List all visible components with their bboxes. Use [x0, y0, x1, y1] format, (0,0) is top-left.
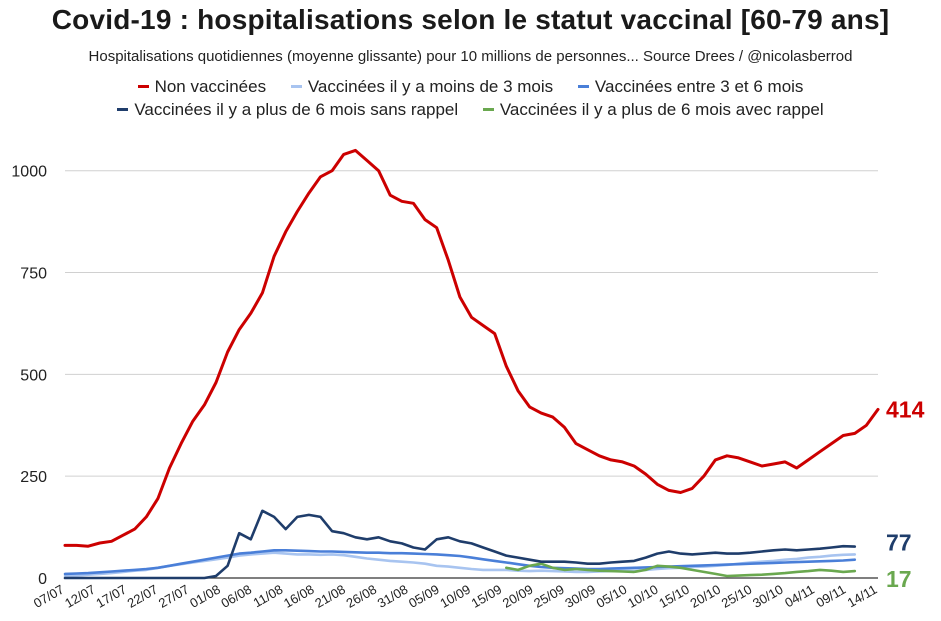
x-tick-label: 09/11: [813, 582, 848, 611]
x-tick-label: 11/08: [251, 582, 286, 611]
series-line-non-vaccin-es: [63, 148, 880, 548]
x-tick-label: 25/10: [719, 582, 755, 611]
y-tick-label: 1000: [11, 164, 47, 181]
x-tick-label: 06/08: [218, 582, 254, 611]
x-tick-label: 25/09: [531, 582, 567, 611]
x-tick-label: 10/09: [437, 582, 473, 611]
x-tick-label: 21/08: [312, 582, 348, 611]
legend-swatch: [290, 85, 302, 89]
legend-label: Vaccinées il y a plus de 6 mois sans rap…: [134, 100, 459, 119]
y-tick-label: 750: [20, 266, 47, 283]
legend-item-plus-6-mois-avec-rappel[interactable]: Vaccinées il y a plus de 6 mois avec rap…: [482, 100, 824, 120]
x-tick-label: 27/07: [156, 582, 192, 611]
x-tick-label: 26/08: [344, 582, 380, 611]
x-tick-label: 31/08: [375, 582, 411, 611]
legend-swatch: [577, 85, 589, 89]
legend-item-vaccinees-3-6-mois[interactable]: Vaccinées entre 3 et 6 mois: [577, 77, 804, 97]
legend-item-non-vaccinees[interactable]: Non vaccinées: [137, 77, 267, 97]
legend-swatch: [482, 108, 494, 112]
x-tick-label: 17/07: [93, 582, 129, 611]
series-line-vaccin-es-entre-3-et-6-mois: [63, 549, 857, 576]
legend-item-vaccinees-moins-3-mois[interactable]: Vaccinées il y a moins de 3 mois: [290, 77, 554, 97]
legend-row-2: Vaccinées il y a plus de 6 mois sans rap…: [0, 100, 941, 120]
end-value-label: 77: [886, 530, 912, 556]
x-tick-label: 12/07: [62, 582, 98, 611]
x-tick-label: 14/11: [845, 582, 880, 611]
x-tick-label: 30/09: [562, 582, 598, 611]
x-tick-label: 30/10: [750, 582, 786, 611]
x-tick-label: 05/10: [594, 582, 630, 611]
x-tick-label: 15/10: [656, 582, 692, 611]
y-tick-label: 500: [20, 367, 47, 384]
x-tick-label: 01/08: [187, 582, 223, 611]
legend-label: Vaccinées il y a moins de 3 mois: [307, 77, 554, 96]
y-tick-label: 250: [20, 469, 47, 486]
end-value-label: 414: [886, 396, 925, 422]
x-tick-label: 07/07: [31, 582, 67, 611]
chart-subtitle: Hospitalisations quotidiennes (moyenne g…: [88, 48, 853, 65]
legend-label: Vaccinées il y a plus de 6 mois avec rap…: [499, 100, 824, 119]
legend-label: Vaccinées entre 3 et 6 mois: [594, 77, 804, 96]
end-value-label: 17: [886, 566, 912, 592]
legend-item-plus-6-mois-sans-rappel[interactable]: Vaccinées il y a plus de 6 mois sans rap…: [117, 100, 458, 120]
x-tick-label: 20/10: [687, 582, 723, 611]
series-line-vaccin-es-il-y-a-plus-de-6-mois-sans-rappel: [63, 509, 857, 580]
series-line-vaccin-es-il-y-a-plus-de-6-mois-avec-rappel: [505, 562, 857, 578]
x-tick-label: 15/09: [469, 582, 505, 611]
chart-title: Covid-19 : hospitalisations selon le sta…: [51, 4, 890, 35]
legend-swatch: [117, 108, 129, 112]
legend-label: Non vaccinées: [154, 77, 267, 96]
x-tick-label: 05/09: [406, 582, 442, 611]
x-tick-label: 04/11: [782, 582, 817, 611]
legend-swatch: [137, 85, 149, 89]
x-tick-label: 10/10: [625, 582, 661, 611]
x-tick-label: 20/09: [500, 582, 536, 611]
x-tick-label: 22/07: [125, 582, 161, 611]
y-tick-label: 0: [38, 571, 47, 588]
x-tick-label: 16/08: [281, 582, 317, 611]
legend-row-1: Non vaccinées Vaccinées il y a moins de …: [0, 77, 941, 97]
